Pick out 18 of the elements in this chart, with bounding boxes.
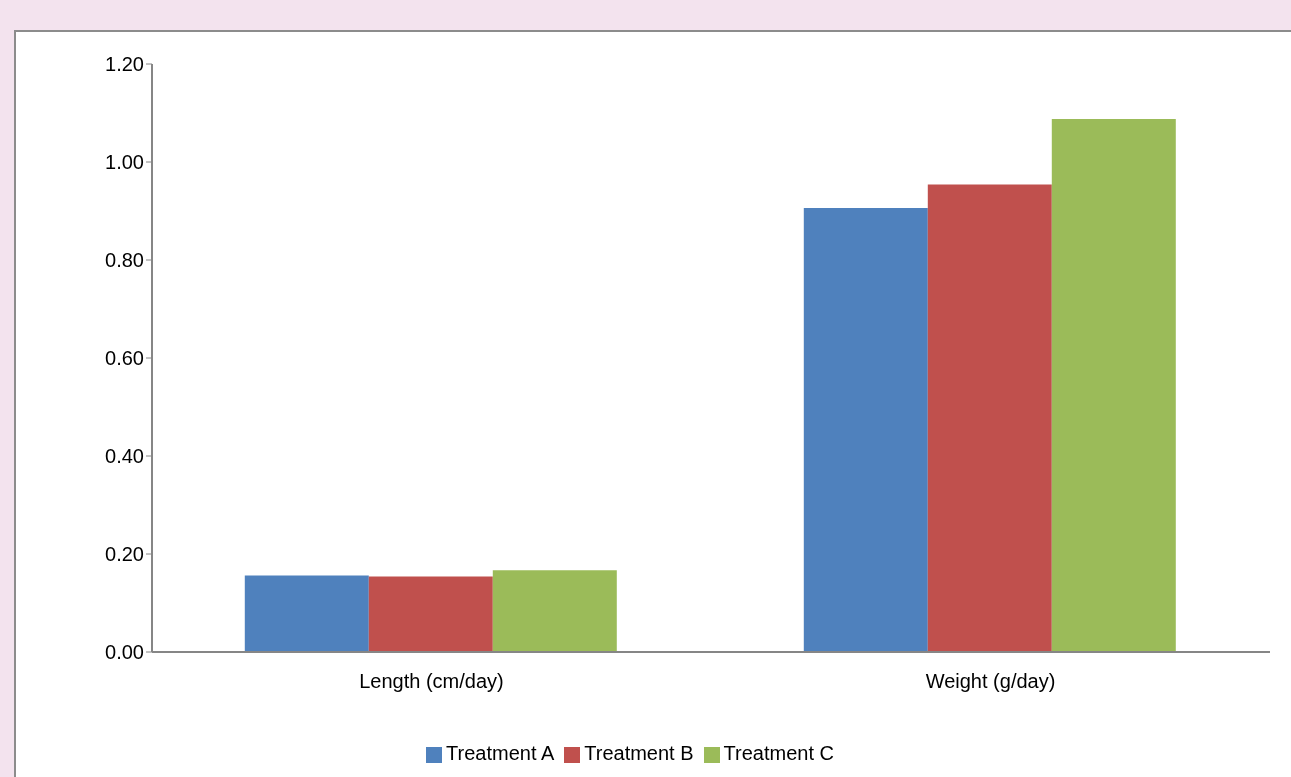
y-tick-label: 0.20 <box>105 543 144 566</box>
y-tick-label: 0.00 <box>105 641 144 664</box>
y-tick-label: 0.40 <box>105 445 144 468</box>
y-tick-label: 1.20 <box>105 53 144 76</box>
legend-label: Treatment B <box>584 742 694 764</box>
bar <box>244 575 369 652</box>
y-tick-label: 0.60 <box>105 347 144 370</box>
bar <box>492 570 617 652</box>
legend-label: Treatment A <box>446 742 555 764</box>
y-tick-label: 1.00 <box>105 151 144 174</box>
x-tick-label: Length (cm/day) <box>359 670 504 693</box>
bar <box>368 576 493 652</box>
bar <box>803 208 928 652</box>
bar <box>927 184 1052 652</box>
x-tick-label: Weight (g/day) <box>925 670 1056 693</box>
bar <box>1051 118 1176 652</box>
y-tick-label: 0.80 <box>105 249 144 272</box>
legend-label: Treatment C <box>723 742 834 764</box>
